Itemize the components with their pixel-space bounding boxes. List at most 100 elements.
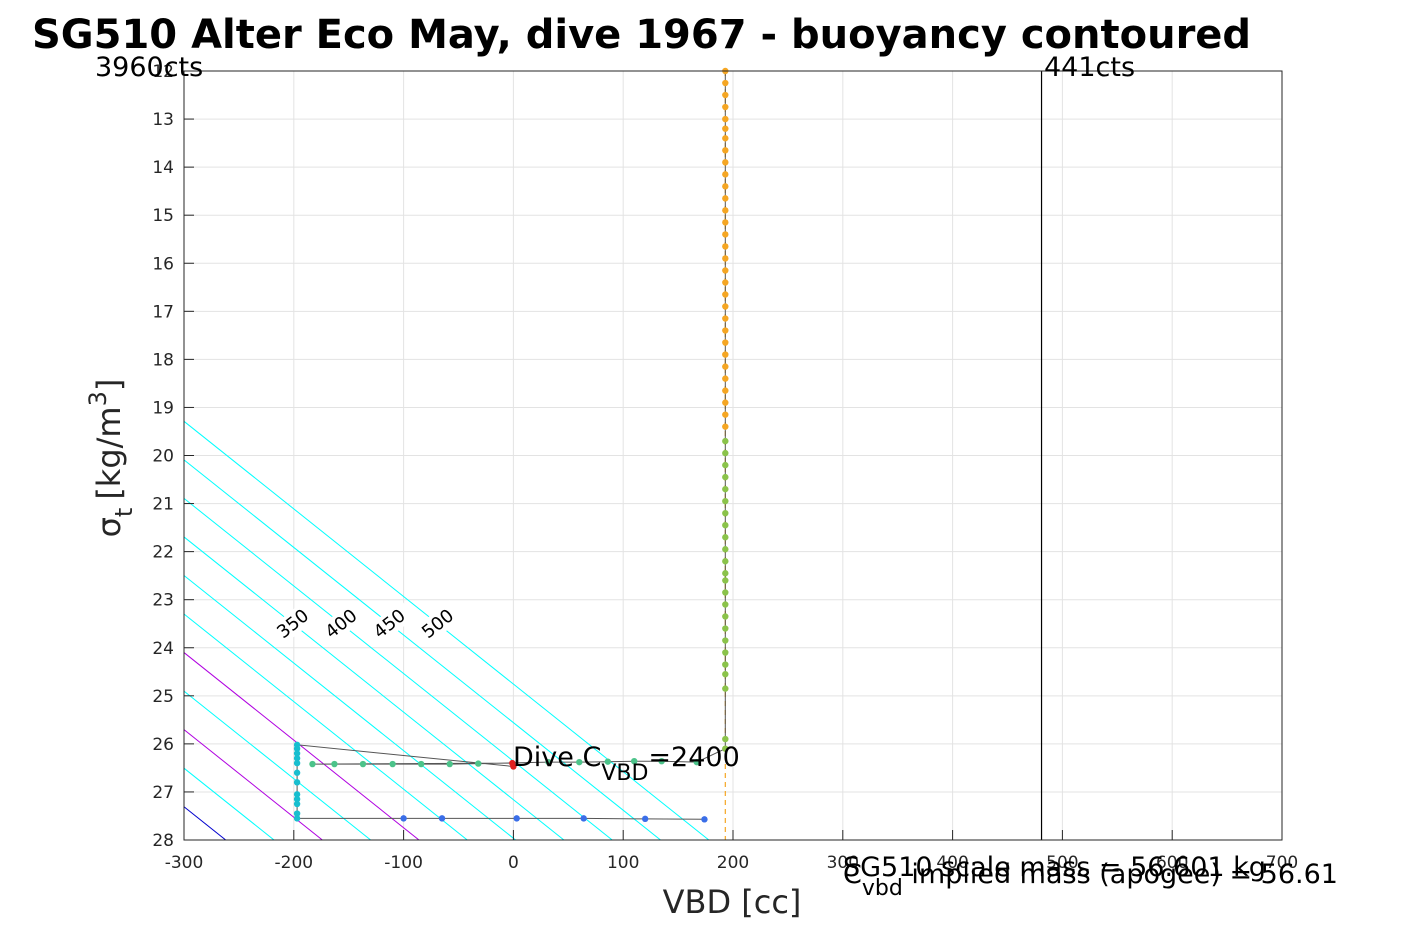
data-point bbox=[722, 103, 729, 111]
data-point bbox=[641, 815, 649, 823]
data-point bbox=[722, 115, 729, 123]
ylabel-superscript: 3 bbox=[84, 391, 112, 406]
right-counts-label: 441cts bbox=[1044, 52, 1135, 83]
data-point bbox=[309, 760, 316, 768]
chart-title: SG510 Alter Eco May, dive 1967 - buoyanc… bbox=[32, 12, 1251, 58]
contour-line bbox=[0, 71, 32, 840]
data-point bbox=[446, 760, 453, 768]
data-point bbox=[722, 363, 729, 370]
y-tick-label: 19 bbox=[152, 398, 174, 418]
footer-c: C bbox=[843, 859, 862, 890]
data-point bbox=[722, 558, 729, 565]
x-tick-label: 500 bbox=[1046, 853, 1078, 873]
y-tick-label: 25 bbox=[152, 687, 174, 707]
y-tick-label: 14 bbox=[152, 158, 174, 178]
y-tick-label: 12 bbox=[152, 62, 174, 82]
data-point bbox=[630, 757, 638, 765]
data-point bbox=[722, 649, 729, 656]
y-tick-label: 21 bbox=[152, 495, 174, 515]
data-point bbox=[722, 534, 729, 541]
contour-line bbox=[184, 613, 468, 840]
y-tick-label: 22 bbox=[152, 543, 174, 563]
data-point bbox=[722, 670, 729, 678]
c-vbd-value: =2400 bbox=[648, 742, 739, 773]
data-point bbox=[722, 159, 729, 166]
data-point bbox=[722, 91, 729, 99]
data-point bbox=[722, 375, 729, 382]
left-counts-label: 3960cts bbox=[95, 52, 203, 83]
data-point bbox=[722, 473, 729, 481]
x-tick-label: 100 bbox=[607, 853, 639, 873]
svg-text:σt[kg/m3]: σt [kg/m3] bbox=[84, 379, 138, 538]
data-point bbox=[722, 637, 729, 644]
data-point bbox=[722, 685, 729, 692]
data-point bbox=[722, 147, 729, 154]
ylabel-unit: [kg/m bbox=[90, 406, 128, 499]
x-tick-label: -300 bbox=[165, 853, 204, 873]
y-tick-label: 28 bbox=[152, 831, 174, 851]
contour-line bbox=[0, 71, 177, 840]
x-tick-label: 700 bbox=[1266, 853, 1298, 873]
y-tick-label: 26 bbox=[152, 735, 174, 755]
data-point bbox=[722, 399, 729, 406]
data-point bbox=[722, 207, 729, 214]
data-point bbox=[400, 815, 407, 822]
data-point bbox=[580, 815, 587, 822]
y-tick-label: 23 bbox=[152, 591, 174, 611]
data-point bbox=[722, 125, 729, 132]
data-point bbox=[722, 279, 729, 286]
data-point bbox=[701, 816, 708, 823]
data-point bbox=[722, 255, 729, 262]
y-tick-label: 15 bbox=[152, 206, 174, 226]
data-point bbox=[722, 135, 729, 142]
c-vbd-annotation: Dive CVBD=2400 bbox=[513, 742, 740, 786]
data-point bbox=[722, 570, 729, 577]
data-point bbox=[722, 243, 729, 250]
data-point bbox=[417, 760, 425, 768]
contour-labels: 350 400 450 500 bbox=[267, 600, 464, 648]
contour-lines bbox=[0, 71, 710, 840]
data-point bbox=[722, 195, 729, 202]
contour-line bbox=[184, 690, 371, 840]
data-point bbox=[722, 449, 729, 457]
data-point bbox=[722, 183, 729, 190]
footer-implied-text: implied mass (apogee) = 56.61 bbox=[903, 859, 1338, 890]
footer-implied-mass: Cvbd implied mass (apogee) = 56.61 bbox=[843, 859, 1338, 901]
data-point bbox=[722, 745, 729, 752]
x-ticks: -300 -200 -100 0 100 200 300 400 500 600 700 bbox=[165, 830, 1298, 873]
contour-line bbox=[184, 459, 661, 840]
contour-line bbox=[184, 497, 613, 840]
contour-line bbox=[184, 651, 420, 840]
x-tick-label: 400 bbox=[936, 853, 968, 873]
data-point bbox=[722, 79, 729, 87]
data-point bbox=[545, 758, 552, 766]
data-point bbox=[438, 815, 446, 822]
data-point bbox=[722, 589, 729, 596]
data-point bbox=[510, 763, 517, 770]
ylabel-close: ] bbox=[90, 379, 128, 391]
data-point bbox=[722, 171, 729, 178]
y-tick-label: 24 bbox=[152, 639, 174, 659]
data-point bbox=[722, 423, 729, 430]
data-point bbox=[722, 613, 729, 620]
data-point bbox=[722, 521, 729, 529]
x-tick-label: -100 bbox=[384, 853, 423, 873]
contour-label-bg bbox=[363, 600, 416, 648]
data-point bbox=[331, 760, 338, 768]
data-point bbox=[722, 231, 729, 238]
y-tick-label: 13 bbox=[152, 110, 174, 130]
footer-scale-mass: SG510 scale mass = 56.601 kg bbox=[843, 852, 1266, 883]
data-point bbox=[722, 351, 729, 358]
data-point bbox=[722, 315, 729, 322]
data-point bbox=[293, 755, 301, 762]
data-point bbox=[293, 810, 301, 817]
data-point bbox=[722, 387, 729, 394]
data-point bbox=[722, 339, 729, 346]
y-ticks: 12 13 14 15 16 17 18 19 20 21 22 23 24 25 26 27 28 bbox=[152, 62, 194, 851]
x-tick-label: 0 bbox=[508, 853, 519, 873]
x-tick-label: -200 bbox=[275, 853, 314, 873]
data-point bbox=[693, 758, 700, 766]
ylabel-sigma: σ bbox=[90, 517, 128, 537]
data-point bbox=[722, 735, 729, 743]
